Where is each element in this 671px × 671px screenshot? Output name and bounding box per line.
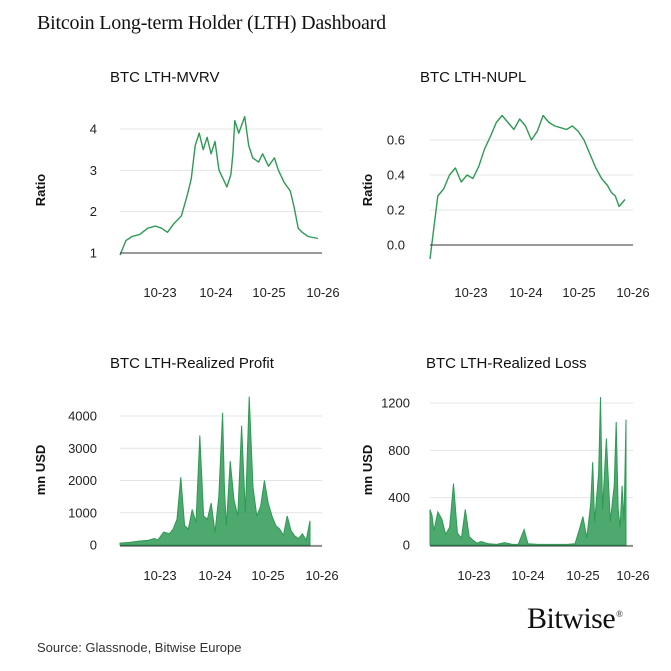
- x-tick-label: 10-24: [511, 568, 544, 583]
- y-tick-label: 3000: [68, 441, 97, 456]
- y-tick-label: 2: [90, 204, 97, 219]
- dashboard-title: Bitcoin Long-term Holder (LTH) Dashboard: [37, 12, 386, 34]
- series-area: [429, 397, 627, 546]
- y-tick-label: 0: [403, 538, 410, 553]
- bitwise-logo: Bitwise®: [527, 602, 623, 635]
- series-line: [119, 115, 319, 256]
- y-tick-label: 0.4: [387, 168, 405, 183]
- y-axis-label: Ratio: [33, 174, 48, 207]
- source-note: Source: Glassnode, Bitwise Europe: [37, 640, 242, 655]
- x-tick-label: 10-23: [143, 285, 176, 300]
- y-tick-label: 0.2: [387, 203, 405, 218]
- x-tick-label: 10-23: [143, 568, 176, 583]
- chart-mvrv: 1 2 3 4 10-23 10-24 10-25 10-26 Ratio: [33, 115, 340, 300]
- y-axis-label: mn USD: [33, 445, 48, 496]
- y-tick-label: 4: [90, 122, 97, 137]
- panel-title-loss: BTC LTH-Realized Loss: [426, 355, 587, 372]
- x-tick-label: 10-25: [252, 285, 285, 300]
- y-tick-label: 0.6: [387, 133, 405, 148]
- panel-title-nupl: BTC LTH-NUPL: [420, 69, 527, 86]
- y-axis-label: Ratio: [360, 174, 375, 207]
- chart-profit: 0 1000 2000 3000 4000 10-23 10-24 10-25 10-26 mn …: [33, 396, 339, 583]
- x-tick-label: 10-26: [616, 568, 649, 583]
- x-tick-label: 10-23: [457, 568, 490, 583]
- y-tick-label: 0.0: [387, 238, 405, 253]
- series-area: [119, 396, 311, 546]
- panel-title-profit: BTC LTH-Realized Profit: [110, 355, 274, 372]
- x-tick-label: 10-24: [509, 285, 542, 300]
- y-tick-label: 1200: [381, 396, 410, 411]
- x-tick-label: 10-25: [251, 568, 284, 583]
- panel-title-mvrv: BTC LTH-MVRV: [110, 69, 220, 86]
- x-tick-label: 10-24: [198, 568, 231, 583]
- x-tick-label: 10-23: [454, 285, 487, 300]
- x-tick-label: 10-25: [562, 285, 595, 300]
- series-line: [429, 114, 626, 260]
- y-tick-label: 0: [90, 538, 97, 553]
- y-tick-label: 2000: [68, 473, 97, 488]
- y-tick-label: 3: [90, 163, 97, 178]
- x-tick-label: 10-26: [305, 568, 338, 583]
- y-tick-label: 1: [90, 246, 97, 261]
- y-axis-label: mn USD: [360, 445, 375, 496]
- x-tick-label: 10-26: [616, 285, 649, 300]
- x-tick-label: 10-24: [199, 285, 232, 300]
- y-tick-label: 1000: [68, 505, 97, 520]
- y-tick-label: 800: [388, 443, 410, 458]
- x-tick-label: 10-26: [306, 285, 339, 300]
- y-tick-label: 4000: [68, 409, 97, 424]
- x-tick-label: 10-25: [566, 568, 599, 583]
- y-tick-label: 400: [388, 490, 410, 505]
- chart-loss: 0 400 800 1200 10-23 10-24 10-25 10-26 mn USD: [360, 396, 650, 584]
- chart-nupl: 0.0 0.2 0.4 0.6 10-23 10-24 10-25 10-26 Ratio: [360, 114, 650, 300]
